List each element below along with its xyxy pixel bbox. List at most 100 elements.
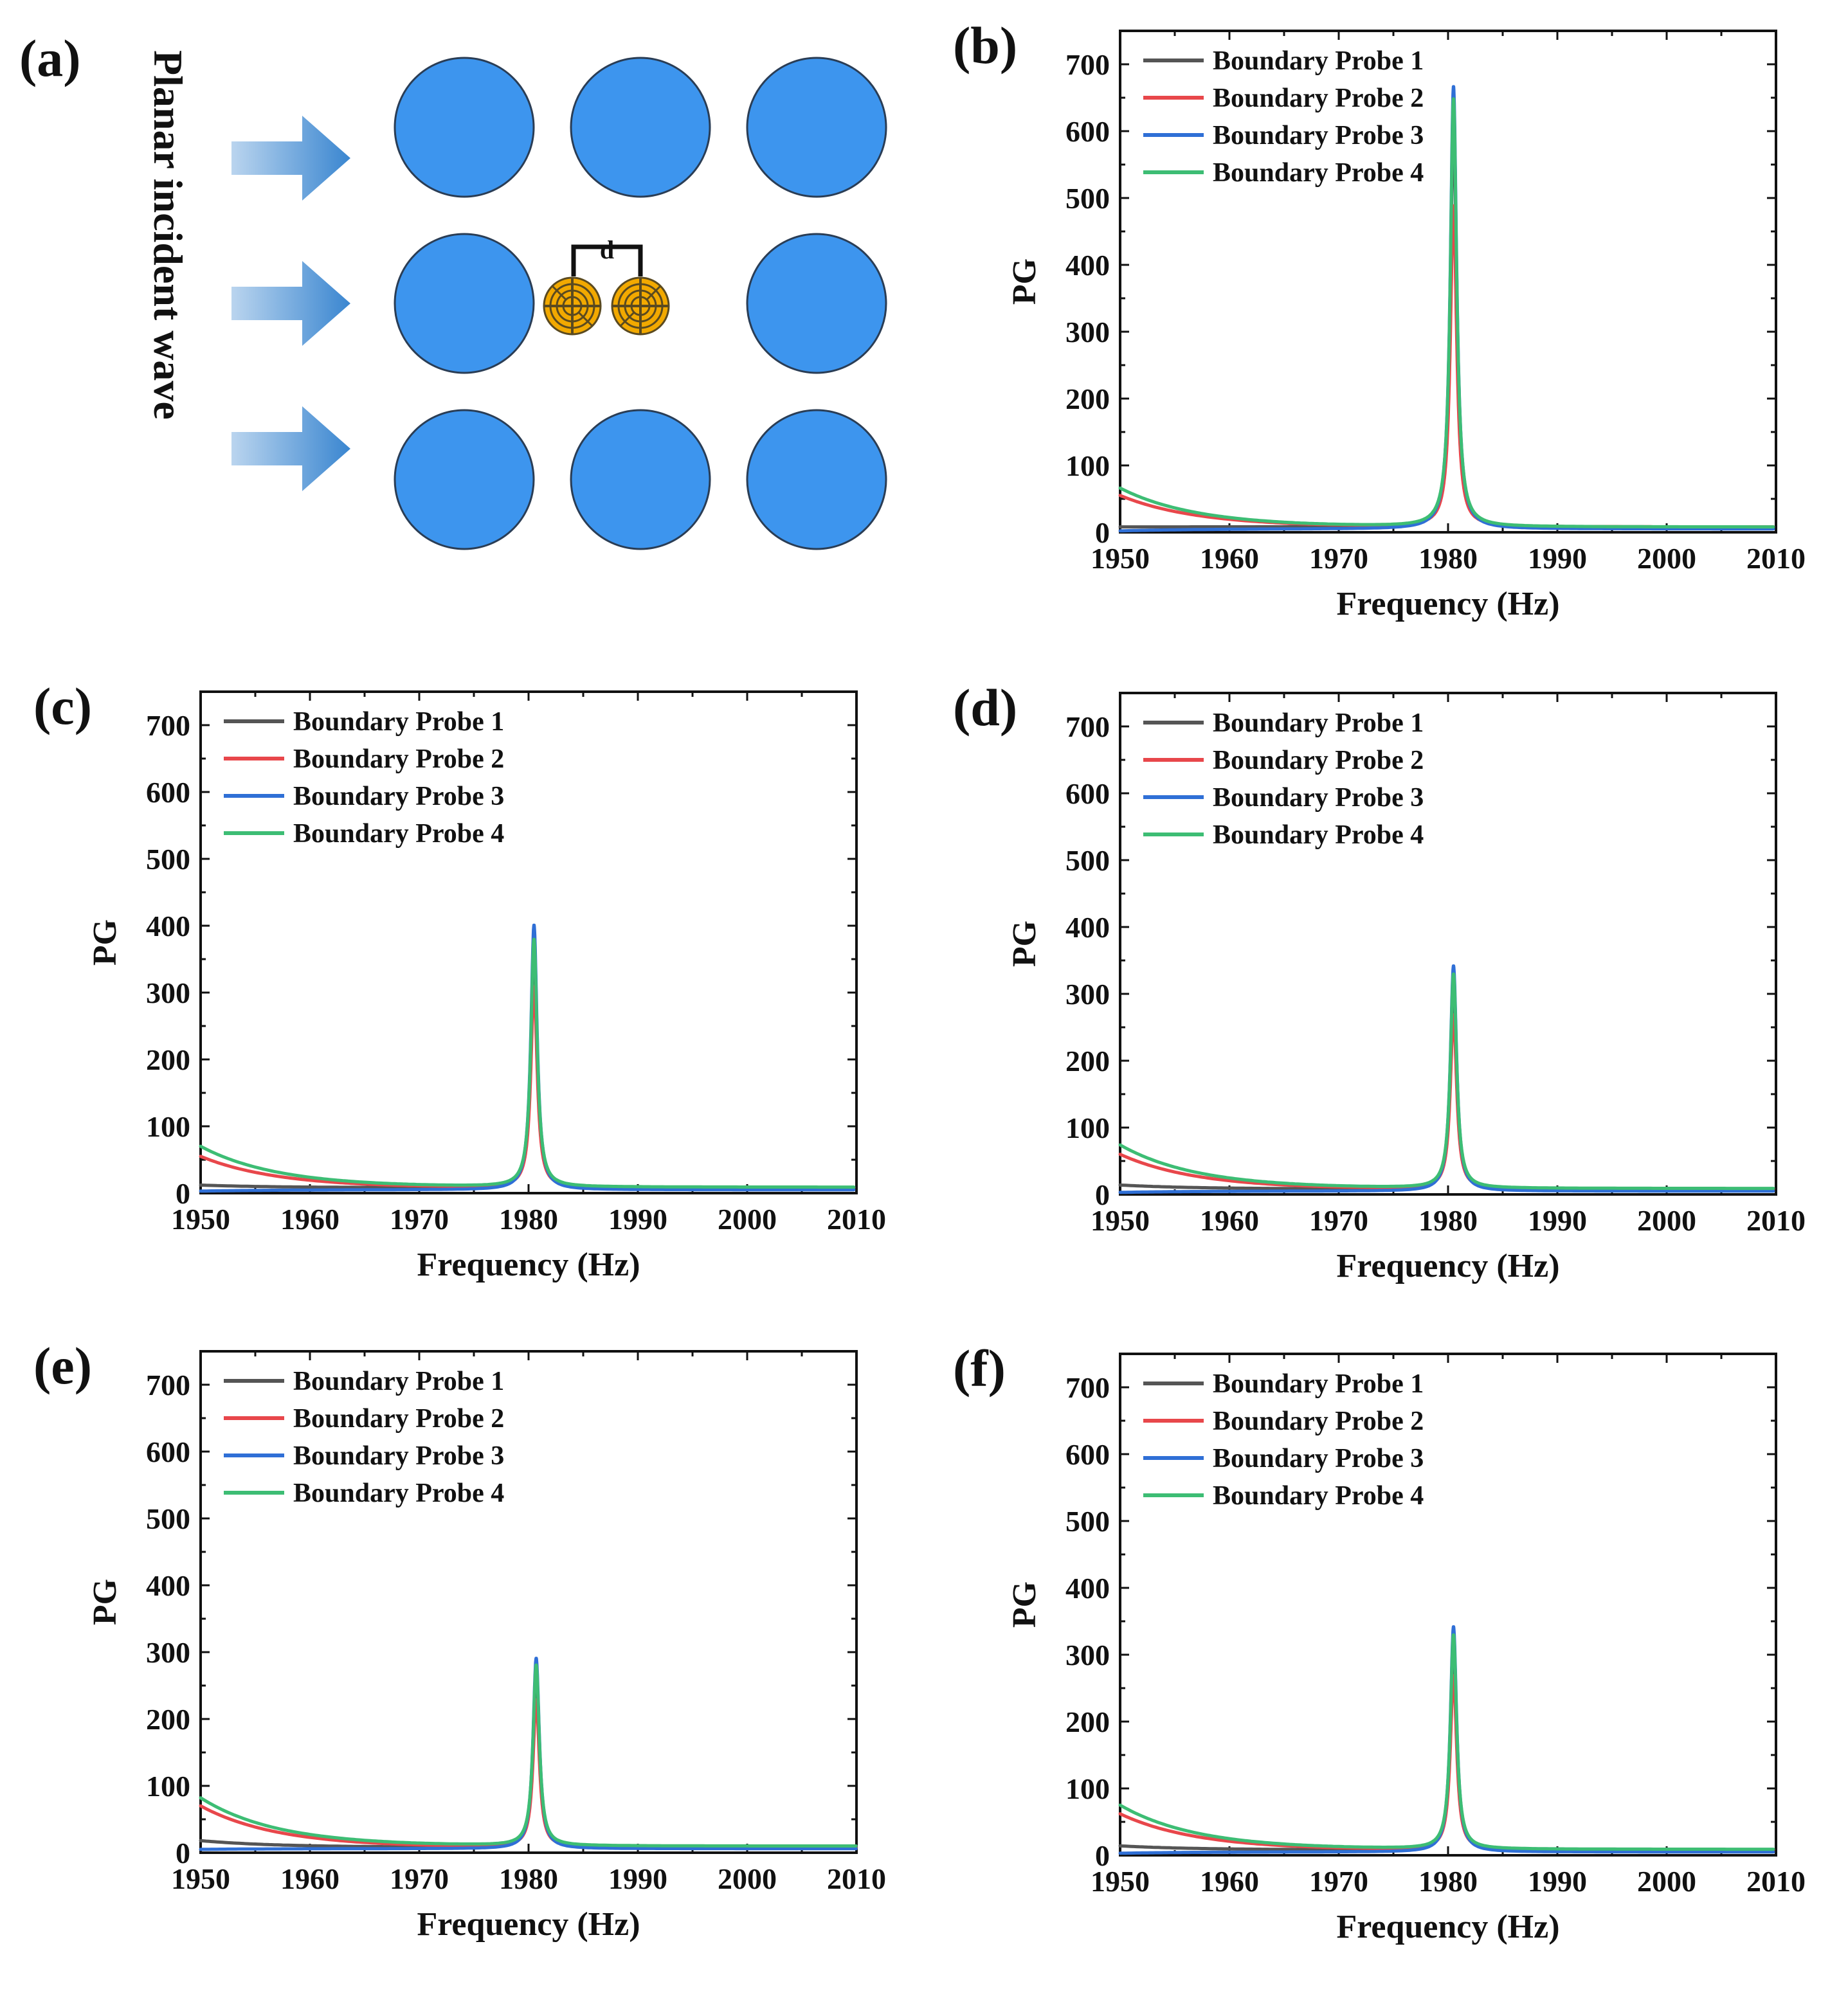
series-line-probe-2 [1118,204,1775,529]
y-tick-label: 200 [1065,1706,1110,1738]
panel-label: (e) [33,1336,92,1395]
panel-label: (f) [953,1339,1006,1398]
y-tick-label: 500 [146,843,190,876]
y-axis-label: PG [1006,1581,1043,1628]
x-tick-label: 1970 [1309,1865,1368,1898]
series-line-probe-1 [1118,1648,1775,1852]
legend-label-probe-1: Boundary Probe 1 [1213,46,1424,76]
panel-a: (a) Planar incident wave [19,29,887,550]
x-tick-label: 2000 [1637,1204,1696,1237]
y-tick-label: 400 [1065,911,1110,944]
series-line-probe-4 [199,1663,858,1848]
y-tick-label: 0 [176,1837,190,1869]
x-tick-label: 1990 [608,1862,667,1895]
x-axis-label: Frequency (Hz) [1336,1909,1559,1945]
legend-label-probe-2: Boundary Probe 2 [1213,84,1424,113]
panel-label: (d) [953,678,1017,737]
y-tick-label: 0 [1095,1178,1110,1211]
y-tick-label: 700 [1065,1371,1110,1404]
y-tick-label: 600 [146,776,190,809]
y-tick-label: 400 [146,1569,190,1602]
legend-label-probe-2: Boundary Probe 2 [1213,746,1424,775]
y-tick-label: 200 [1065,382,1110,415]
x-tick-label: 2000 [718,1203,777,1236]
scatterer-cylinder [570,57,711,198]
y-tick-label: 100 [146,1110,190,1143]
panel-a-label: (a) [19,29,81,87]
incident-arrow-middle [231,261,350,346]
y-tick-label: 600 [1065,777,1110,810]
legend-label-probe-1: Boundary Probe 1 [1213,708,1424,738]
y-tick-label: 700 [146,1369,190,1401]
legend-label-probe-3: Boundary Probe 3 [1213,783,1424,813]
scatterer-cylinder [746,409,887,550]
y-tick-label: 500 [146,1502,190,1535]
x-tick-label: 2010 [1746,542,1806,575]
y-tick-label: 500 [1065,1505,1110,1538]
x-tick-label: 1960 [280,1203,340,1236]
y-axis-label: PG [87,1579,123,1625]
y-tick-label: 200 [1065,1045,1110,1077]
x-tick-label: 2000 [718,1862,777,1895]
x-tick-label: 1990 [1528,1865,1587,1898]
y-tick-label: 300 [1065,978,1110,1011]
x-tick-label: 1970 [1309,1204,1368,1237]
x-axis-label: Frequency (Hz) [1336,1248,1559,1284]
x-tick-label: 1970 [390,1862,449,1895]
legend-label-probe-3: Boundary Probe 3 [1213,121,1424,150]
scatterer-cylinder [746,57,887,198]
x-tick-label: 2000 [1637,542,1696,575]
series-line-probe-4 [199,937,856,1189]
y-tick-label: 100 [1065,1112,1110,1144]
x-tick-label: 1960 [1200,1865,1259,1898]
y-tick-label: 300 [146,1636,190,1669]
x-tick-label: 1950 [1091,1865,1150,1898]
scatterer-cylinder [394,57,535,198]
x-tick-label: 1950 [1091,1204,1150,1237]
y-tick-label: 0 [1095,1839,1110,1872]
legend-label-probe-2: Boundary Probe 2 [1213,1407,1424,1436]
legend-label-probe-2: Boundary Probe 2 [293,744,504,774]
legend-label-probe-2: Boundary Probe 2 [293,1404,504,1434]
series-line-probe-4 [1118,972,1775,1191]
series-line-probe-3 [199,1657,858,1851]
x-tick-label: 1980 [499,1203,558,1236]
y-tick-label: 300 [1065,316,1110,348]
y-tick-label: 400 [146,910,190,942]
series-line-probe-3 [199,923,856,1193]
y-tick-label: 300 [1065,1639,1110,1671]
legend-label-probe-1: Boundary Probe 1 [1213,1369,1424,1399]
legend-label-probe-3: Boundary Probe 3 [1213,1444,1424,1473]
x-axis-label: Frequency (Hz) [417,1246,640,1283]
y-tick-label: 600 [146,1436,190,1468]
y-tick-label: 500 [1065,844,1110,877]
x-tick-label: 1950 [1091,542,1150,575]
x-tick-label: 2010 [1746,1204,1806,1237]
x-tick-label: 1980 [1418,1204,1478,1237]
y-axis-label: PG [87,919,123,966]
x-tick-label: 1970 [1309,542,1368,575]
y-tick-label: 100 [1065,449,1110,482]
legend-label-probe-4: Boundary Probe 4 [293,1479,504,1508]
y-tick-label: 600 [1065,1438,1110,1471]
y-tick-label: 0 [176,1177,190,1210]
spacing-bracket [571,244,643,276]
x-tick-label: 1980 [1418,1865,1478,1898]
panel-d: (d) 1950 1960 1970 1980 1990 2000 2010 0 100 200 30… [953,678,1806,1284]
series-line-probe-1 [1118,987,1775,1191]
y-tick-label: 0 [1095,516,1110,549]
y-tick-label: 700 [1065,48,1110,81]
panel-e: (e) 1950 1960 1970 1980 1990 2000 2010 0 100 200 30… [33,1336,886,1943]
series-line-probe-4 [1118,1633,1775,1851]
y-tick-label: 400 [1065,1572,1110,1605]
panel-f: (f) 1950 1960 1970 1980 1990 2000 2010 0 100 200 30… [953,1339,1806,1945]
legend-label-probe-3: Boundary Probe 3 [293,782,504,811]
y-tick-label: 200 [146,1043,190,1076]
legend-label-probe-4: Boundary Probe 4 [293,819,504,849]
series-line-probe-4 [1118,97,1775,529]
y-tick-label: 700 [1065,710,1110,743]
y-tick-label: 100 [1065,1772,1110,1805]
panel-b: (b) 1950 1960 1970 1980 1990 2000 2010 0 100 200 30… [953,16,1806,622]
legend-label-probe-1: Boundary Probe 1 [293,707,504,737]
